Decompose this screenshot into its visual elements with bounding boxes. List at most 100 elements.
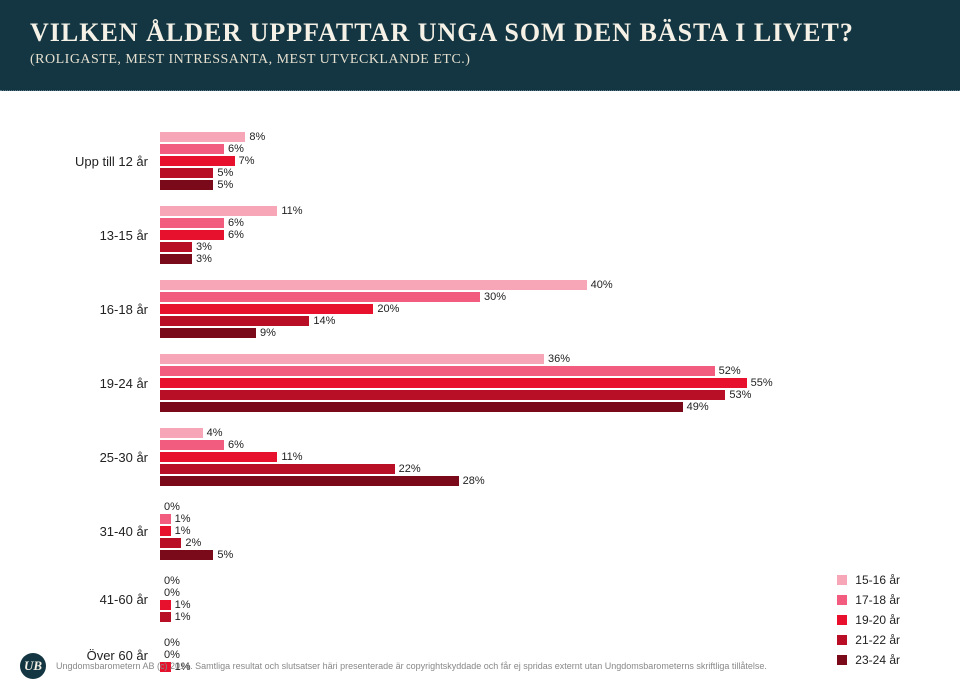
- bar-value-label: 6%: [224, 229, 244, 241]
- page-subtitle: (ROLIGASTE, MEST INTRESSANTA, MEST UTVEC…: [30, 52, 930, 68]
- bar-value-label: 1%: [171, 599, 191, 611]
- bar-row: 1%: [160, 525, 920, 536]
- bar: [160, 378, 747, 388]
- footer-text: Ungdomsbarometern AB (c) 2014. Samtliga …: [56, 661, 767, 671]
- bar-value-label: 0%: [160, 575, 180, 587]
- bar-value-label: 53%: [725, 389, 751, 401]
- bar: [160, 526, 171, 536]
- bar-row: 3%: [160, 241, 920, 252]
- logo-badge: UB: [20, 653, 46, 679]
- bar-row: 11%: [160, 451, 920, 462]
- legend-swatch: [837, 595, 847, 605]
- bar-stack: 0%1%1%2%5%: [160, 501, 920, 561]
- bar: [160, 218, 224, 228]
- bar-row: 36%: [160, 353, 920, 364]
- bar-value-label: 14%: [309, 315, 335, 327]
- bar-value-label: 7%: [235, 155, 255, 167]
- bar-row: 0%: [160, 575, 920, 586]
- bar-row: 6%: [160, 143, 920, 154]
- bar-stack: 4%6% 11% 22%28%: [160, 427, 920, 487]
- bar-value-label: 49%: [683, 401, 709, 413]
- category-group: Upp till 12 år8%6%7%5%5%: [40, 131, 920, 191]
- bar-row: 20%: [160, 303, 920, 314]
- category-group: 13-15 år11%6%6%3%3%: [40, 205, 920, 265]
- bar-row: 11%: [160, 205, 920, 216]
- bar-value-label: 6%: [224, 439, 244, 451]
- bar-row: 30%: [160, 291, 920, 302]
- bar: [160, 464, 395, 474]
- bar-value-label: 8%: [245, 131, 265, 143]
- bar-value-label: 11%: [277, 451, 302, 463]
- bar-row: 4%: [160, 427, 920, 438]
- bar-row: 6%: [160, 217, 920, 228]
- bar-row: 22%: [160, 463, 920, 474]
- footer: UB Ungdomsbarometern AB (c) 2014. Samtli…: [0, 643, 960, 687]
- legend-item: 17-18 år: [837, 593, 900, 607]
- bar-row: 6%: [160, 439, 920, 450]
- bar-value-label: 11%: [277, 205, 302, 217]
- bar: [160, 440, 224, 450]
- bar-value-label: 20%: [373, 303, 399, 315]
- bar: [160, 206, 277, 216]
- bar: [160, 132, 245, 142]
- bar-row: 0%: [160, 501, 920, 512]
- bar: [160, 428, 203, 438]
- category-label: 31-40 år: [40, 524, 160, 539]
- category-label: Upp till 12 år: [40, 154, 160, 169]
- bar-stack: 8%6%7%5%5%: [160, 131, 920, 191]
- bar: [160, 292, 480, 302]
- bar: [160, 180, 213, 190]
- bar: [160, 514, 171, 524]
- bar-row: 28%: [160, 475, 920, 486]
- category-label: 19-24 år: [40, 376, 160, 391]
- bar: [160, 230, 224, 240]
- bar-row: 9%: [160, 327, 920, 338]
- category-group: 25-30 år 4%6% 11% 22%28%: [40, 427, 920, 487]
- bar-value-label: 5%: [213, 179, 233, 191]
- bar-row: 5%: [160, 179, 920, 190]
- bar: [160, 254, 192, 264]
- bar-row: 40%: [160, 279, 920, 290]
- bar: [160, 354, 544, 364]
- bar: [160, 452, 277, 462]
- bar-stack: 11% 6%6% 3%3%: [160, 205, 920, 265]
- bar-row: 55%: [160, 377, 920, 388]
- bar-row: 53%: [160, 389, 920, 400]
- bar: [160, 600, 171, 610]
- bar-value-label: 9%: [256, 327, 276, 339]
- bar-row: 3%: [160, 253, 920, 264]
- bar-row: 8%: [160, 131, 920, 142]
- bar-value-label: 0%: [160, 501, 180, 513]
- bar: [160, 144, 224, 154]
- header-banner: VILKEN ÅLDER UPPFATTAR UNGA SOM DEN BÄST…: [0, 0, 960, 91]
- bar-stack: 36%52%55%53% 49%: [160, 353, 920, 413]
- bar-stack: 0%0%1%1%: [160, 575, 920, 623]
- bar-row: 52%: [160, 365, 920, 376]
- bar: [160, 304, 373, 314]
- bar: [160, 476, 459, 486]
- bar-value-label: 3%: [192, 253, 212, 265]
- bar-value-label: 3%: [192, 241, 212, 253]
- bar-value-label: 2%: [181, 537, 201, 549]
- bar-value-label: 1%: [171, 513, 191, 525]
- bar-value-label: 6%: [224, 217, 244, 229]
- legend-swatch: [837, 615, 847, 625]
- bar: [160, 538, 181, 548]
- bar-row: 6%: [160, 229, 920, 240]
- bar: [160, 550, 213, 560]
- legend-item: 19-20 år: [837, 613, 900, 627]
- bar-value-label: 22%: [395, 463, 421, 475]
- category-group: 19-24 år 36%52%55%53% 49%: [40, 353, 920, 413]
- category-group: 16-18 år40%30%20%14%9%: [40, 279, 920, 339]
- bar: [160, 328, 256, 338]
- bar-row: 1%: [160, 611, 920, 622]
- bar: [160, 316, 309, 326]
- bar-value-label: 40%: [587, 279, 613, 291]
- bar-row: 5%: [160, 167, 920, 178]
- bar-row: 2%: [160, 537, 920, 548]
- chart-area: Upp till 12 år8%6%7%5%5%13-15 år11%6%6%3…: [0, 91, 960, 673]
- category-label: 41-60 år: [40, 592, 160, 607]
- bar-value-label: 30%: [480, 291, 506, 303]
- category-label: 25-30 år: [40, 450, 160, 465]
- legend-label: 19-20 år: [855, 613, 900, 627]
